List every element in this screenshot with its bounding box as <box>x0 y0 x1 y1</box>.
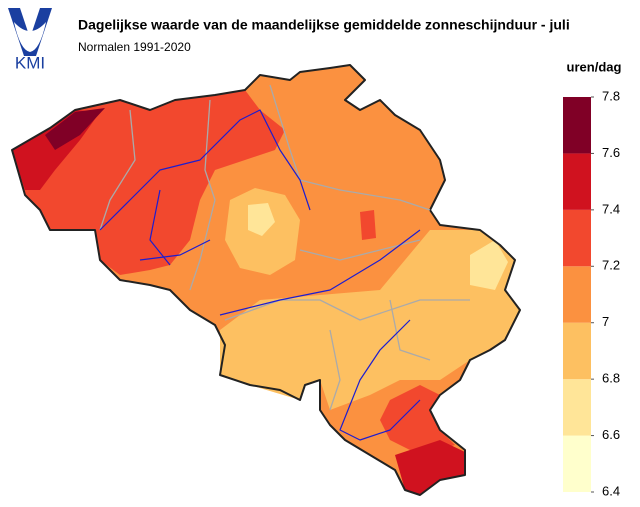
rivers <box>99 109 421 441</box>
zone-light-south <box>220 230 520 410</box>
legend-bin <box>563 97 591 154</box>
legend-bin <box>563 379 591 436</box>
legend-tick-label: 7 <box>602 314 609 329</box>
legend-tick-label: 6.6 <box>602 427 620 442</box>
legend-tick-label: 7.2 <box>602 258 620 273</box>
zone-pale-center <box>248 203 275 236</box>
title: Dagelijkse waarde van de maandelijkse ge… <box>78 17 570 33</box>
legend-bin <box>563 435 591 492</box>
legend-tick-label: 7.6 <box>602 145 620 160</box>
zone-red-patch <box>360 210 376 240</box>
legend-title: uren/dag <box>567 59 622 74</box>
legend-bin <box>563 153 591 210</box>
zone-dark-red-south <box>395 440 465 495</box>
zone-pale-east <box>470 240 508 290</box>
legend-tick-label: 6.8 <box>602 371 620 386</box>
legend-bin <box>563 209 591 267</box>
logo-text: KMI <box>15 53 45 72</box>
legend-tick-label: 6.4 <box>602 483 620 498</box>
legend-bin <box>563 322 591 380</box>
zone-red-south <box>380 385 455 455</box>
map <box>11 64 521 496</box>
province-borders <box>99 84 470 411</box>
legend: 6.4 6.6 6.8 7 7.2 7.4 7.6 7.8 <box>563 88 620 498</box>
country-border <box>11 64 521 496</box>
logo: KMI <box>8 8 52 72</box>
zone-darkest <box>45 108 105 150</box>
legend-bin <box>563 266 591 323</box>
legend-tick-label: 7.4 <box>602 201 620 216</box>
legend-tick-label: 7.8 <box>602 88 620 103</box>
subtitle: Normalen 1991-2020 <box>78 40 191 54</box>
